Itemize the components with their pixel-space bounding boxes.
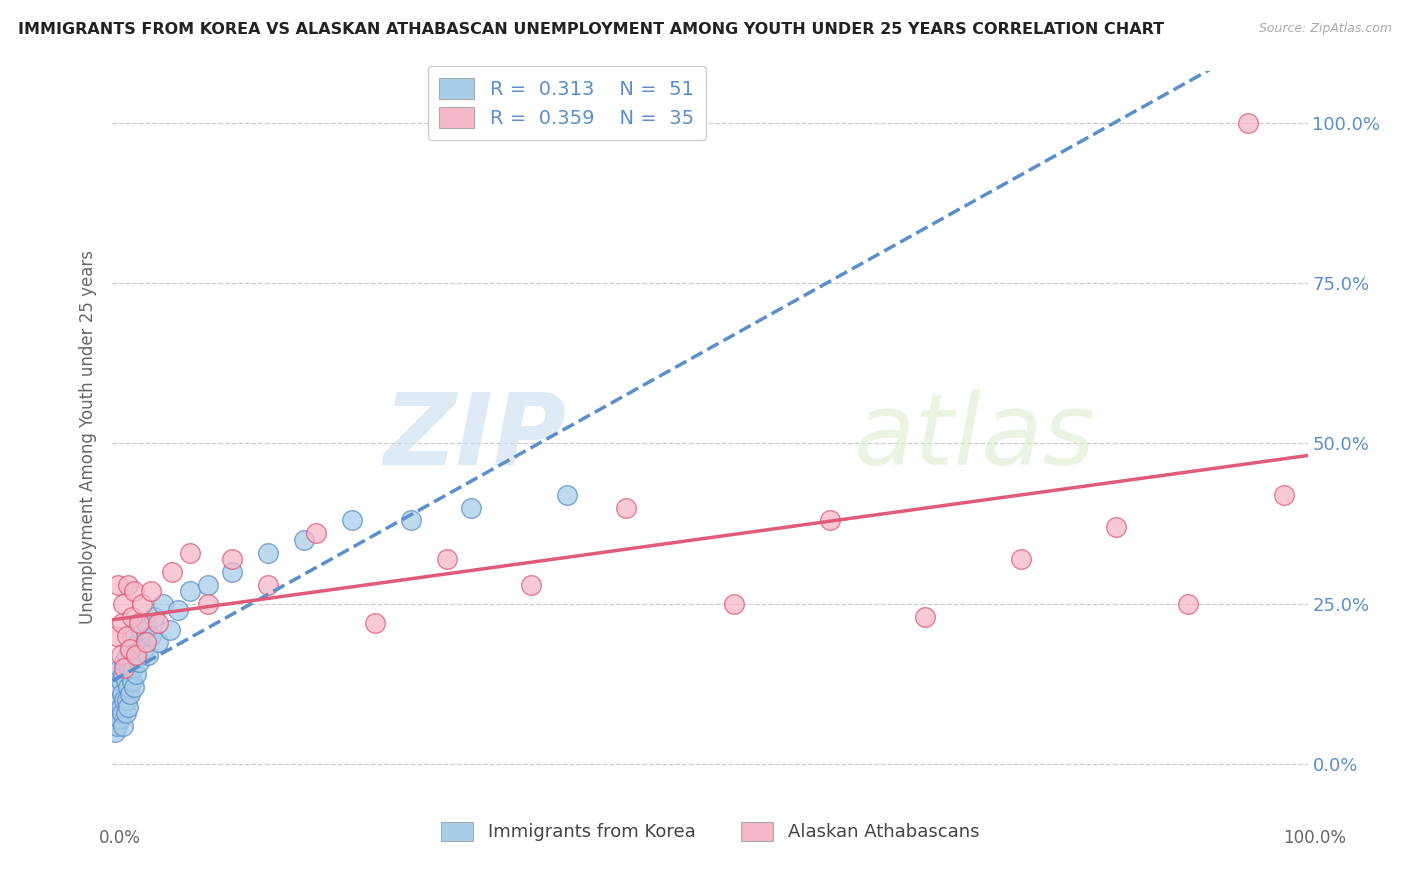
Point [118, 661, 141, 675]
Point [114, 673, 136, 688]
Point [818, 514, 841, 528]
Point [111, 706, 134, 720]
Point [555, 488, 578, 502]
Point [110, 673, 132, 688]
Point [125, 667, 148, 681]
Point [115, 693, 138, 707]
Point [159, 623, 181, 637]
Point [162, 565, 183, 579]
Point [122, 584, 145, 599]
Point [115, 629, 138, 643]
Point [401, 514, 423, 528]
Point [364, 616, 387, 631]
Point [152, 597, 174, 611]
Point [121, 629, 143, 643]
Point [117, 699, 139, 714]
Point [340, 514, 363, 528]
Point [723, 597, 745, 611]
Point [1010, 552, 1032, 566]
Text: IMMIGRANTS FROM KOREA VS ALASKAN ATHABASCAN UNEMPLOYMENT AMONG YOUTH UNDER 25 YE: IMMIGRANTS FROM KOREA VS ALASKAN ATHABAS… [18, 22, 1164, 37]
Point [108, 712, 131, 726]
Point [111, 687, 134, 701]
Point [107, 577, 129, 591]
Point [146, 635, 169, 649]
Point [121, 609, 143, 624]
Point [143, 609, 166, 624]
Point [138, 648, 160, 663]
Legend: Immigrants from Korea, Alaskan Athabascans: Immigrants from Korea, Alaskan Athabasca… [433, 814, 987, 848]
Point [197, 597, 219, 611]
Point [110, 648, 132, 663]
Point [121, 661, 143, 675]
Text: ZIP: ZIP [384, 389, 567, 485]
Point [107, 693, 129, 707]
Text: atlas: atlas [853, 389, 1095, 485]
Point [114, 706, 136, 720]
Point [1237, 116, 1260, 130]
Point [129, 623, 152, 637]
Text: 0.0%: 0.0% [98, 829, 141, 847]
Text: 100.0%: 100.0% [1284, 829, 1346, 847]
Point [197, 577, 219, 591]
Point [221, 565, 243, 579]
Point [146, 616, 169, 631]
Point [139, 629, 162, 643]
Point [105, 719, 128, 733]
Point [221, 552, 243, 566]
Point [114, 661, 135, 675]
Point [1272, 488, 1295, 502]
Point [107, 681, 129, 695]
Point [120, 641, 142, 656]
Point [121, 673, 143, 688]
Point [131, 597, 153, 611]
Point [108, 661, 131, 675]
Point [179, 545, 201, 559]
Point [257, 577, 280, 591]
Point [117, 681, 139, 695]
Point [111, 616, 134, 631]
Point [520, 577, 543, 591]
Point [110, 699, 132, 714]
Point [179, 584, 201, 599]
Point [120, 641, 142, 656]
Point [616, 500, 638, 515]
Point [105, 629, 128, 643]
Point [115, 648, 138, 663]
Point [125, 648, 148, 663]
Point [120, 687, 142, 701]
Point [257, 545, 280, 559]
Point [139, 584, 162, 599]
Point [1177, 597, 1199, 611]
Y-axis label: Unemployment Among Youth under 25 years: Unemployment Among Youth under 25 years [79, 250, 97, 624]
Point [167, 603, 190, 617]
Point [305, 526, 328, 541]
Point [122, 681, 145, 695]
Point [135, 635, 157, 649]
Point [914, 609, 936, 624]
Point [105, 706, 128, 720]
Point [112, 667, 135, 681]
Point [132, 641, 155, 656]
Point [114, 655, 135, 669]
Point [436, 552, 458, 566]
Point [104, 725, 127, 739]
Point [112, 719, 135, 733]
Point [124, 648, 146, 663]
Point [128, 655, 150, 669]
Text: Source: ZipAtlas.com: Source: ZipAtlas.com [1258, 22, 1392, 36]
Point [127, 635, 149, 649]
Point [117, 577, 139, 591]
Point [112, 597, 135, 611]
Point [460, 500, 482, 515]
Point [135, 616, 157, 631]
Point [292, 533, 315, 547]
Point [114, 693, 135, 707]
Point [1105, 520, 1128, 534]
Point [128, 616, 150, 631]
